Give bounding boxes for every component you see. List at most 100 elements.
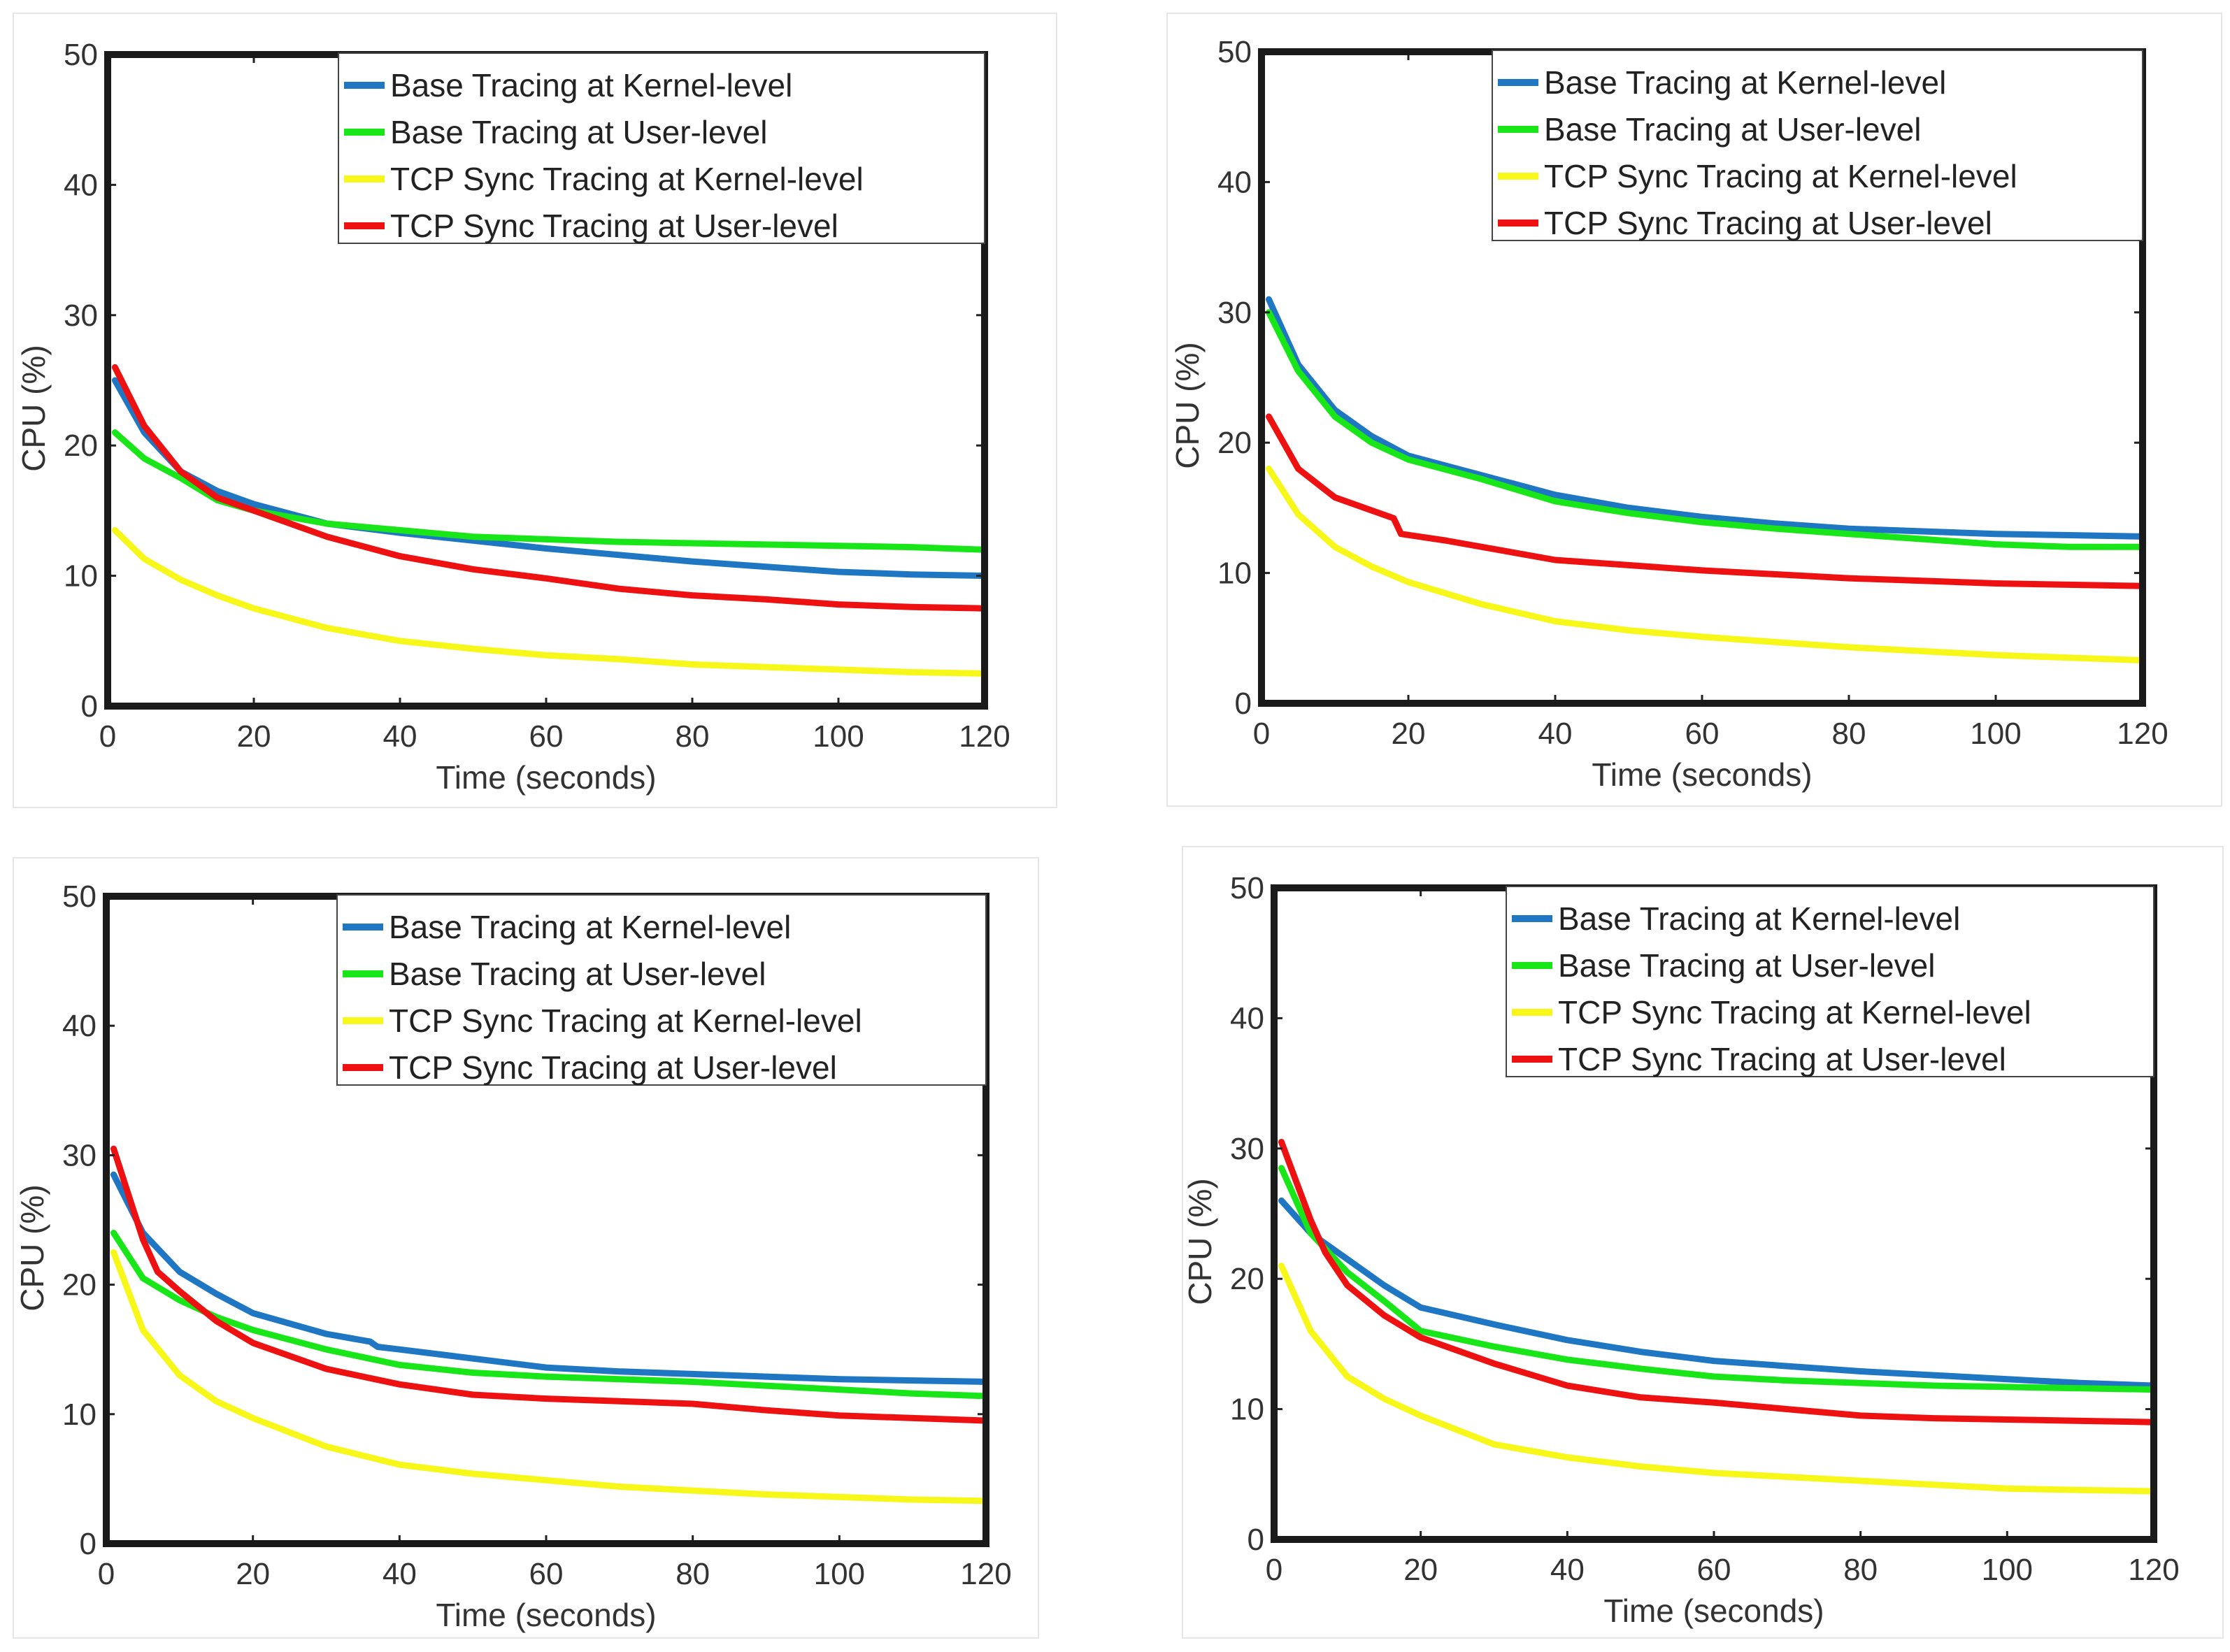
legend-label-1: Base Tracing at User-level (390, 114, 767, 150)
y-tick-label: 30 (1217, 296, 1252, 330)
y-tick-label: 0 (80, 1527, 97, 1561)
y-tick-label: 0 (1248, 1523, 1264, 1557)
legend-label-0: Base Tracing at Kernel-level (1558, 900, 1960, 937)
x-tick-label: 40 (1550, 1553, 1585, 1587)
legend-label-3: TCP Sync Tracing at User-level (1544, 205, 1992, 241)
x-axis-label: Time (seconds) (1603, 1593, 1824, 1629)
series-line-2 (111, 526, 988, 677)
panel-frame (13, 13, 1057, 808)
series-line-2 (1278, 1263, 2157, 1495)
x-tick-label: 20 (237, 719, 271, 754)
series-line-1 (110, 1230, 989, 1400)
x-tick-label: 0 (99, 719, 116, 754)
series-line-0 (110, 1171, 989, 1385)
x-tick-label: 100 (1982, 1553, 2033, 1587)
x-tick-label: 20 (1403, 1553, 1438, 1587)
x-tick-label: 80 (1843, 1553, 1878, 1587)
legend-label-0: Base Tracing at Kernel-level (390, 67, 792, 103)
series-line-1 (1278, 1165, 2157, 1393)
series-line-3 (110, 1145, 989, 1424)
y-tick-label: 20 (1217, 426, 1252, 460)
y-tick-label: 50 (1217, 35, 1252, 69)
chart-panel-bottom-left: 0 20 40 60 80 100 120 0 10 20 30 40 50 Time (seconds)… (13, 857, 1039, 1639)
series-line-0 (1266, 296, 2146, 540)
x-tick-label: 100 (1970, 717, 2021, 751)
y-tick-label: 0 (1235, 687, 1252, 721)
legend-box (1506, 886, 2154, 1077)
y-tick-label: 40 (1217, 165, 1252, 199)
line-chart: 0 20 40 60 80 100 120 0 10 20 30 40 50 Time (seconds)… (1169, 35, 2168, 793)
y-tick-label: 10 (1217, 556, 1252, 591)
x-tick-label: 60 (529, 719, 564, 754)
y-tick-label: 20 (1230, 1262, 1264, 1296)
legend-label-1: Base Tracing at User-level (1544, 111, 1921, 148)
panel-frame (13, 857, 1039, 1639)
x-tick-label: 120 (959, 719, 1010, 754)
x-tick-label: 120 (2117, 717, 2168, 751)
legend: Base Tracing at Kernel-level Base Tracing… (1506, 886, 2154, 1077)
x-tick-label: 120 (2128, 1553, 2179, 1587)
legend-label-0: Base Tracing at Kernel-level (1544, 64, 1946, 101)
legend: Base Tracing at Kernel-level Base Tracing… (338, 52, 985, 244)
series-line-0 (1278, 1197, 2157, 1389)
y-tick-label: 40 (62, 1009, 97, 1043)
x-tick-label: 120 (960, 1557, 1011, 1591)
y-tick-label: 40 (64, 168, 98, 202)
y-axis-label: CPU (%) (15, 345, 52, 471)
x-axis-label: Time (seconds) (1592, 756, 1812, 793)
legend-label-2: TCP Sync Tracing at Kernel-level (389, 1003, 862, 1039)
y-tick-label: 20 (64, 429, 98, 463)
x-tick-label: 100 (814, 1557, 865, 1591)
legend-label-2: TCP Sync Tracing at Kernel-level (1544, 158, 2017, 194)
x-tick-label: 80 (676, 1557, 710, 1591)
x-tick-label: 60 (1685, 717, 1720, 751)
y-tick-label: 10 (64, 559, 98, 594)
x-tick-label: 20 (1392, 717, 1426, 751)
legend-label-3: TCP Sync Tracing at User-level (390, 208, 838, 244)
y-tick-label: 50 (64, 38, 98, 72)
y-tick-label: 10 (1230, 1393, 1264, 1427)
x-tick-label: 80 (1832, 717, 1866, 751)
legend-label-2: TCP Sync Tracing at Kernel-level (1558, 994, 2031, 1030)
y-axis-label: CPU (%) (1182, 1178, 1218, 1305)
series-line-2 (1266, 466, 2146, 663)
x-tick-label: 60 (529, 1557, 564, 1591)
y-tick-label: 50 (1230, 871, 1264, 905)
legend: Base Tracing at Kernel-level Base Tracing… (336, 894, 987, 1086)
legend-label-3: TCP Sync Tracing at User-level (1558, 1041, 2006, 1077)
panel-frame (1166, 13, 2222, 807)
x-axis-label: Time (seconds) (436, 1597, 656, 1633)
panel-frame (1182, 846, 2224, 1639)
x-tick-label: 0 (1253, 717, 1270, 751)
x-tick-label: 0 (1266, 1553, 1282, 1587)
legend-label-1: Base Tracing at User-level (1558, 947, 1935, 984)
x-tick-label: 40 (383, 1557, 417, 1591)
x-tick-label: 40 (383, 719, 417, 754)
y-axis-label: CPU (%) (14, 1184, 50, 1311)
series-line-2 (110, 1249, 989, 1504)
legend-label-3: TCP Sync Tracing at User-level (389, 1049, 837, 1086)
legend-label-0: Base Tracing at Kernel-level (389, 909, 791, 945)
series-line-1 (1266, 309, 2146, 550)
legend-label-2: TCP Sync Tracing at Kernel-level (390, 161, 864, 197)
legend-label-1: Base Tracing at User-level (389, 956, 766, 992)
x-tick-label: 40 (1538, 717, 1573, 751)
x-tick-label: 100 (813, 719, 864, 754)
chart-panel-top-right: 0 20 40 60 80 100 120 0 10 20 30 40 50 Time (seconds)… (1166, 13, 2222, 807)
series-line-3 (1278, 1139, 2157, 1425)
y-tick-label: 40 (1230, 1001, 1264, 1035)
x-axis-label: Time (seconds) (436, 759, 656, 796)
y-tick-label: 30 (64, 299, 98, 333)
legend-box (1492, 50, 2143, 241)
series-line-1 (111, 429, 988, 553)
line-chart: 0 20 40 60 80 100 120 0 10 20 30 40 50 Time (seconds)… (1182, 871, 2180, 1629)
y-tick-label: 30 (1230, 1132, 1264, 1166)
y-tick-label: 0 (81, 689, 98, 724)
x-tick-label: 0 (98, 1557, 115, 1591)
chart-panel-bottom-right: 0 20 40 60 80 100 120 0 10 20 30 40 50 Time (seconds)… (1182, 846, 2224, 1639)
series-line-3 (111, 364, 988, 612)
y-tick-label: 10 (62, 1398, 97, 1432)
legend-box (336, 894, 987, 1086)
x-tick-label: 80 (676, 719, 710, 754)
series-line-3 (1266, 413, 2146, 589)
